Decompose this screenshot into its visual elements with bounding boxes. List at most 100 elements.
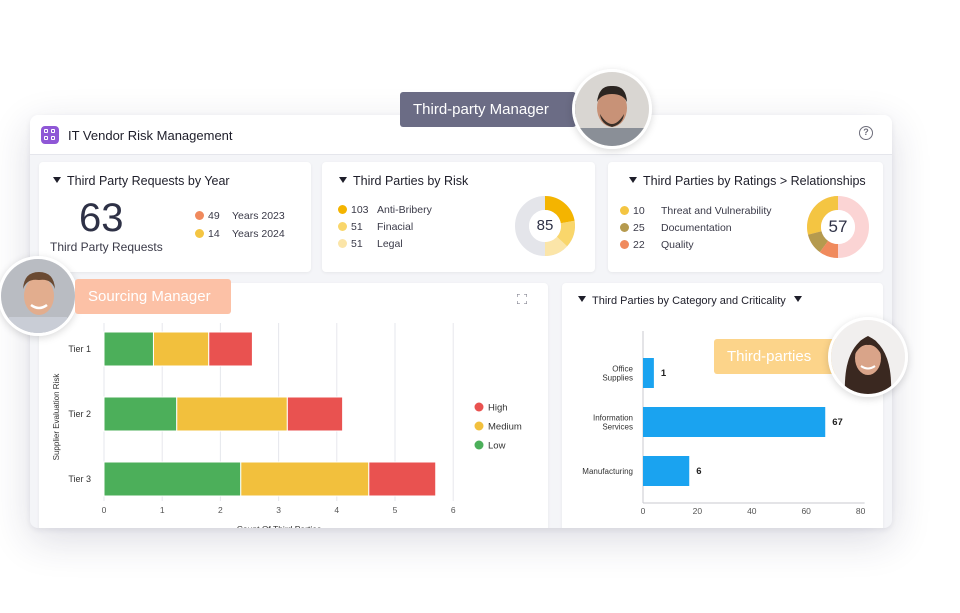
dropdown-caret-icon[interactable] — [793, 296, 802, 302]
help-icon[interactable]: ? — [859, 126, 873, 140]
legend-item: 22 Quality — [620, 239, 694, 251]
legend-item: 10 Threat and Vulnerability — [620, 205, 772, 217]
dot-icon — [620, 240, 629, 249]
x-tick-label: 80 — [856, 506, 866, 516]
app-title: IT Vendor Risk Management — [68, 128, 233, 143]
x-axis-label: Count Of Third Parties — [237, 524, 321, 528]
manager-avatar — [572, 69, 652, 149]
bar-segment-high — [286, 396, 344, 432]
risk-card: Third Parties by Risk 103 Anti-Bribery 51… — [322, 162, 595, 272]
caret-down-icon — [53, 177, 61, 183]
donut-slice-documentation — [808, 230, 829, 253]
legend-item: 51 Legal — [338, 238, 403, 250]
ratings-donut — [807, 196, 869, 259]
category-card-title[interactable]: Third Parties by Category and Criticalit… — [578, 295, 802, 307]
x-tick-label: 2 — [218, 505, 223, 515]
y-tick-label: Information — [593, 414, 633, 423]
legend-item: 14 Years 2024 — [195, 228, 285, 240]
ratings-donut-value: 57 — [828, 217, 848, 236]
third-parties-avatar — [828, 317, 908, 397]
grid-icon[interactable] — [41, 126, 59, 144]
x-tick-label: 60 — [801, 506, 811, 516]
caret-down-icon — [629, 177, 637, 183]
dot-icon — [620, 206, 629, 215]
third-parties-badge: Third-parties — [714, 339, 838, 374]
dot-icon — [338, 205, 347, 214]
bar-segment-low — [103, 331, 154, 367]
donut-slice-threat — [807, 196, 839, 235]
y-tick-label: Tier 1 — [68, 344, 91, 354]
x-tick-label: 6 — [451, 505, 456, 515]
donut-hole — [821, 210, 855, 244]
y-tick-label: Services — [602, 423, 633, 432]
category-chart-card: Third Parties by Category and Criticalit… — [562, 283, 883, 528]
caret-down-icon — [339, 177, 347, 183]
requests-card: Third Party Requests by Year 63 Third Pa… — [39, 162, 311, 272]
tier-bar-chart: 0 1 2 3 4 5 6 Tier 1 Tier 2 Tier 3 Count Of Third … — [52, 323, 522, 528]
legend-dot — [474, 421, 484, 431]
y-tick-label: Office — [612, 365, 633, 374]
dot-icon — [195, 229, 204, 238]
ratings-card: Third Parties by Ratings > Relationships… — [608, 162, 883, 272]
dot-icon — [195, 211, 204, 220]
donut-hole — [529, 210, 561, 242]
bar-segment-high — [208, 331, 253, 367]
x-tick-label: 5 — [393, 505, 398, 515]
sourcing-manager-avatar — [0, 256, 78, 336]
bar-segment-high — [368, 461, 437, 497]
sourcing-manager-badge: Sourcing Manager — [75, 279, 231, 314]
requests-total: 63 — [79, 196, 124, 240]
dot-icon — [338, 222, 347, 231]
donut-slice-finacial — [556, 220, 576, 247]
legend-dot — [474, 440, 484, 450]
donut-slice-anti-bribery — [544, 195, 575, 224]
bar-value-label: 1 — [661, 368, 667, 379]
bar-value-label: 6 — [696, 466, 701, 477]
person-icon — [575, 72, 649, 146]
y-tick-label: Manufacturing — [582, 467, 633, 476]
legend-label: High — [488, 403, 508, 414]
y-tick-label: Tier 2 — [68, 409, 91, 419]
x-tick-label: 40 — [747, 506, 757, 516]
donut-slice-quality — [819, 240, 839, 259]
bar-segment-medium — [176, 396, 288, 432]
caret-down-icon — [578, 296, 586, 302]
requests-card-title[interactable]: Third Party Requests by Year — [53, 174, 230, 188]
donut-slice-legal — [544, 236, 568, 256]
ratings-card-title[interactable]: Third Parties by Ratings > Relationships — [629, 174, 866, 188]
bar-segment-medium — [152, 331, 210, 367]
dot-icon — [620, 223, 629, 232]
x-tick-label: 3 — [276, 505, 281, 515]
bar-value-label: 67 — [832, 417, 843, 428]
category-bar — [643, 456, 690, 486]
y-tick-label: Supplies — [602, 374, 633, 383]
x-tick-label: 20 — [693, 506, 703, 516]
x-tick-label: 1 — [160, 505, 165, 515]
legend-item: 25 Documentation — [620, 222, 732, 234]
bar-segment-low — [103, 461, 242, 497]
legend-label: Medium — [488, 422, 522, 433]
x-tick-label: 4 — [334, 505, 339, 515]
legend-label: Low — [488, 441, 506, 452]
tier-chart-card: 0 1 2 3 4 5 6 Tier 1 Tier 2 Tier 3 Count Of Third … — [39, 283, 548, 528]
risk-donut-value: 85 — [536, 217, 554, 234]
requests-total-label: Third Party Requests — [50, 240, 163, 254]
legend-item: 103 Anti-Bribery — [338, 204, 432, 216]
y-tick-label: Tier 3 — [68, 474, 91, 484]
category-bar — [643, 358, 654, 388]
third-party-manager-badge: Third-party Manager — [400, 92, 576, 127]
category-bar — [643, 407, 826, 437]
risk-card-title[interactable]: Third Parties by Risk — [339, 174, 468, 188]
y-axis-label: Supplier Evaluation Risk — [52, 373, 61, 461]
person-icon — [1, 259, 75, 333]
risk-donut — [515, 195, 576, 256]
bar-segment-low — [103, 396, 178, 432]
dot-icon — [338, 239, 347, 248]
legend-item: 51 Finacial — [338, 221, 413, 233]
bar-segment-medium — [240, 461, 370, 497]
legend-item: 49 Years 2023 — [195, 210, 285, 222]
x-tick-label: 0 — [641, 506, 646, 516]
person-icon — [831, 320, 905, 394]
